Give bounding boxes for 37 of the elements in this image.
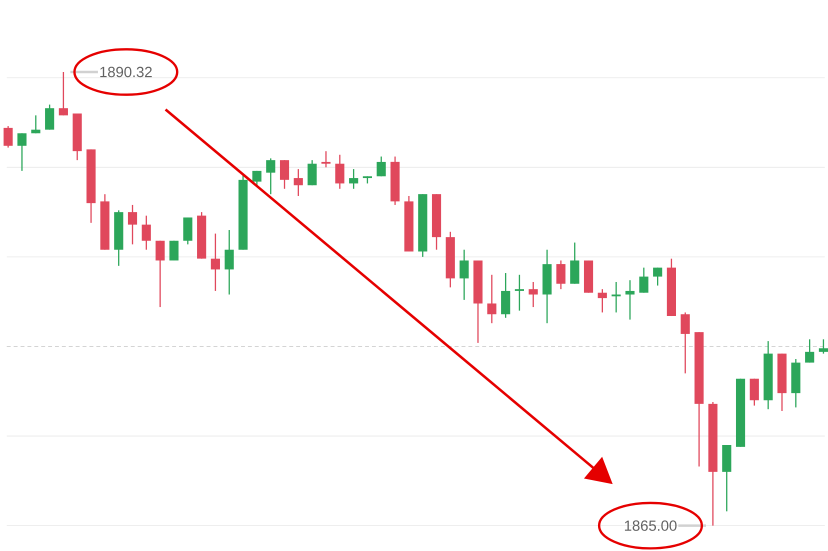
candlestick	[156, 240, 165, 308]
candlestick	[183, 216, 192, 245]
candlestick	[487, 274, 496, 324]
candlestick	[680, 312, 690, 374]
candlestick	[169, 240, 179, 261]
candlestick	[4, 125, 13, 148]
candlestick	[598, 288, 607, 313]
candlestick	[128, 204, 138, 245]
candlestick	[142, 214, 151, 250]
candlestick	[58, 71, 68, 116]
candlestick	[308, 159, 317, 186]
candlestick	[31, 114, 40, 134]
annotation: 1890.32	[100, 66, 152, 78]
candlestick	[280, 159, 290, 190]
candlestick	[210, 232, 220, 292]
candlestick	[376, 156, 386, 177]
candlestick	[460, 248, 469, 300]
candlestick	[349, 168, 358, 190]
candlestick	[528, 281, 538, 308]
candlestick	[556, 260, 566, 290]
candlestick	[805, 338, 814, 364]
candlestick	[45, 104, 54, 130]
candlestick	[612, 281, 621, 313]
candlestick	[514, 274, 524, 312]
candlestick	[294, 168, 303, 196]
candlestick	[750, 378, 759, 406]
annotation: 1865.00	[624, 520, 677, 531]
candlestick	[224, 229, 234, 296]
candlestick	[335, 154, 344, 190]
candlestick	[639, 266, 648, 294]
candlestick	[653, 266, 662, 286]
candlestick	[501, 272, 510, 318]
candlestick	[818, 338, 828, 354]
candlestick	[266, 158, 276, 195]
candlestick	[625, 279, 635, 320]
candlestick	[570, 242, 580, 284]
candlestick	[17, 132, 27, 172]
